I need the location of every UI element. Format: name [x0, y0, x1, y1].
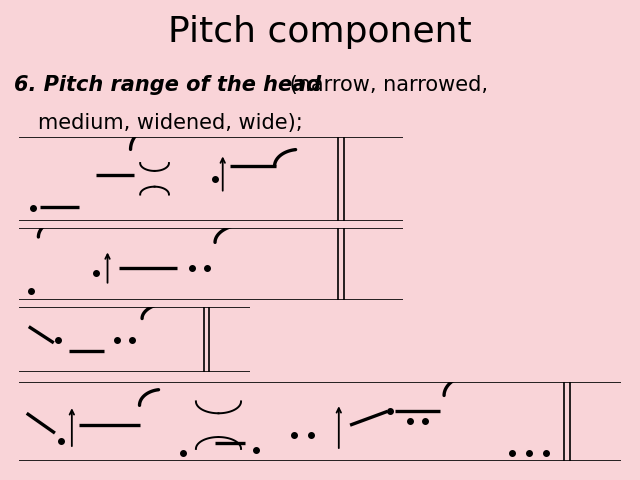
Text: medium, widened, wide);: medium, widened, wide);	[38, 113, 303, 133]
Text: 6. Pitch range of the head: 6. Pitch range of the head	[14, 74, 321, 95]
Text: Pitch component: Pitch component	[168, 15, 472, 49]
Text: (narrow, narrowed,: (narrow, narrowed,	[283, 74, 488, 95]
